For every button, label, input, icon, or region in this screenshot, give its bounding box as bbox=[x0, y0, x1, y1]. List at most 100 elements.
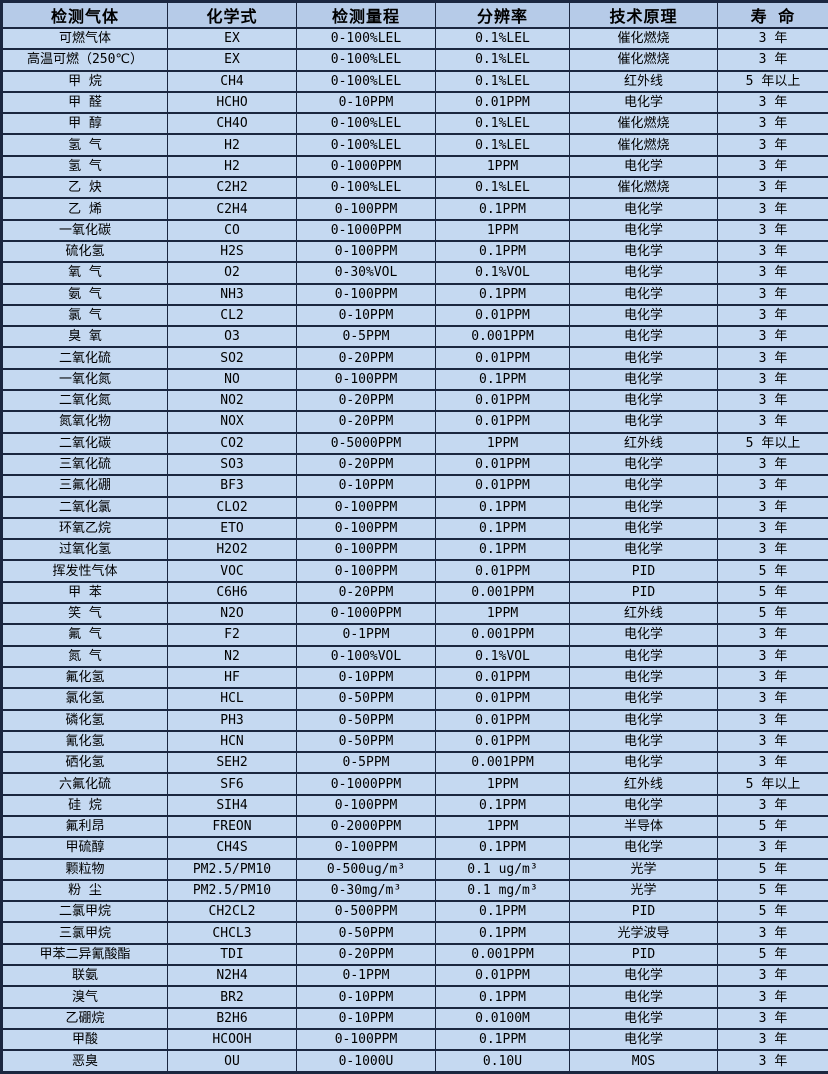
cell-lifespan: 3 年 bbox=[717, 964, 828, 988]
cell-resolution: 0.1PPM bbox=[435, 197, 570, 221]
cell-technical-principle: 电化学 bbox=[569, 367, 718, 392]
cell-detection-range: 0-100PPM bbox=[296, 367, 436, 392]
cell-resolution: 0.01PPM bbox=[435, 90, 570, 115]
cell-chemical-formula: PM2.5/PM10 bbox=[167, 857, 297, 881]
table-row: 氨 气 NH3 0-100PPM 0.1PPM 电化学 3 年 bbox=[1, 282, 828, 306]
cell-chemical-formula: HCN bbox=[167, 729, 297, 754]
cell-detection-range: 0-5PPM bbox=[296, 325, 436, 349]
cell-technical-principle: 电化学 bbox=[569, 644, 718, 668]
cell-gas-name: 三氯甲烷 bbox=[1, 921, 168, 945]
cell-chemical-formula: CH4S bbox=[167, 836, 297, 860]
cell-chemical-formula: VOC bbox=[167, 559, 297, 583]
cell-gas-name: 甲 醇 bbox=[1, 112, 168, 136]
cell-lifespan: 5 年以上 bbox=[717, 431, 828, 455]
cell-detection-range: 0-1000PPM bbox=[296, 218, 436, 242]
cell-resolution: 0.1%LEL bbox=[435, 26, 570, 51]
cell-detection-range: 0-100%LEL bbox=[296, 176, 436, 200]
cell-chemical-formula: NO2 bbox=[167, 389, 297, 413]
cell-gas-name: 笑 气 bbox=[1, 602, 168, 626]
table-row: 氯化氢 HCL 0-50PPM 0.01PPM 电化学 3 年 bbox=[1, 687, 828, 711]
col-header-lifespan: 寿 命 bbox=[717, 0, 828, 29]
cell-lifespan: 3 年 bbox=[717, 261, 828, 285]
cell-lifespan: 3 年 bbox=[717, 495, 828, 519]
cell-technical-principle: 电化学 bbox=[569, 964, 718, 988]
cell-lifespan: 3 年 bbox=[717, 623, 828, 647]
cell-technical-principle: 光学 bbox=[569, 878, 718, 903]
cell-chemical-formula: HCL bbox=[167, 687, 297, 711]
cell-technical-principle: 光学波导 bbox=[569, 921, 718, 945]
cell-lifespan: 5 年 bbox=[717, 602, 828, 626]
cell-detection-range: 0-100%LEL bbox=[296, 69, 436, 93]
cell-chemical-formula: CL2 bbox=[167, 303, 297, 328]
cell-detection-range: 0-10PPM bbox=[296, 474, 436, 498]
cell-lifespan: 5 年 bbox=[717, 559, 828, 583]
cell-resolution: 0.001PPM bbox=[435, 942, 570, 967]
cell-chemical-formula: H2O2 bbox=[167, 538, 297, 562]
cell-lifespan: 3 年 bbox=[717, 751, 828, 775]
cell-resolution: 0.1PPM bbox=[435, 1027, 570, 1052]
cell-resolution: 0.1PPM bbox=[435, 282, 570, 306]
cell-lifespan: 5 年 bbox=[717, 814, 828, 839]
table-row: 硅 烷 SIH4 0-100PPM 0.1PPM 电化学 3 年 bbox=[1, 793, 828, 817]
cell-lifespan: 5 年 bbox=[717, 580, 828, 605]
cell-gas-name: 二氧化碳 bbox=[1, 431, 168, 455]
cell-gas-name: 二氯甲烷 bbox=[1, 900, 168, 924]
cell-chemical-formula: C6H6 bbox=[167, 580, 297, 605]
table-row: 过氧化氢 H2O2 0-100PPM 0.1PPM 电化学 3 年 bbox=[1, 538, 828, 562]
cell-lifespan: 3 年 bbox=[717, 708, 828, 732]
cell-detection-range: 0-100PPM bbox=[296, 1027, 436, 1052]
cell-gas-name: 氟 气 bbox=[1, 623, 168, 647]
cell-lifespan: 5 年 bbox=[717, 878, 828, 903]
cell-chemical-formula: N2O bbox=[167, 602, 297, 626]
cell-gas-name: 乙 炔 bbox=[1, 176, 168, 200]
table-row: 粉 尘 PM2.5/PM10 0-30mg/m³ 0.1 mg/m³ 光学 5 年 bbox=[1, 878, 828, 903]
cell-technical-principle: 电化学 bbox=[569, 346, 718, 370]
cell-detection-range: 0-500ug/m³ bbox=[296, 857, 436, 881]
cell-chemical-formula: CHCL3 bbox=[167, 921, 297, 945]
cell-chemical-formula: NO bbox=[167, 367, 297, 392]
cell-technical-principle: 电化学 bbox=[569, 665, 718, 690]
cell-lifespan: 3 年 bbox=[717, 452, 828, 477]
cell-gas-name: 氮 气 bbox=[1, 644, 168, 668]
cell-technical-principle: 电化学 bbox=[569, 751, 718, 775]
cell-lifespan: 3 年 bbox=[717, 133, 828, 157]
table-row: 二氧化碳 CO2 0-5000PPM 1PPM 红外线 5 年以上 bbox=[1, 431, 828, 455]
cell-resolution: 0.1 mg/m³ bbox=[435, 878, 570, 903]
cell-resolution: 0.1PPM bbox=[435, 836, 570, 860]
cell-resolution: 0.01PPM bbox=[435, 964, 570, 988]
cell-technical-principle: MOS bbox=[569, 1049, 718, 1074]
cell-gas-name: 氧 气 bbox=[1, 261, 168, 285]
cell-lifespan: 5 年 bbox=[717, 942, 828, 967]
cell-gas-name: 高温可燃（250℃） bbox=[1, 48, 168, 72]
cell-technical-principle: 催化燃烧 bbox=[569, 26, 718, 51]
cell-detection-range: 0-50PPM bbox=[296, 708, 436, 732]
cell-chemical-formula: C2H4 bbox=[167, 197, 297, 221]
cell-resolution: 0.10U bbox=[435, 1049, 570, 1074]
table-row: 溴气 BR2 0-10PPM 0.1PPM 电化学 3 年 bbox=[1, 985, 828, 1009]
cell-gas-name: 氯 气 bbox=[1, 303, 168, 328]
cell-chemical-formula: O3 bbox=[167, 325, 297, 349]
cell-lifespan: 3 年 bbox=[717, 793, 828, 817]
cell-detection-range: 0-100PPM bbox=[296, 516, 436, 541]
cell-chemical-formula: HCHO bbox=[167, 90, 297, 115]
cell-technical-principle: 电化学 bbox=[569, 303, 718, 328]
cell-chemical-formula: TDI bbox=[167, 942, 297, 967]
cell-gas-name: 甲 烷 bbox=[1, 69, 168, 93]
cell-detection-range: 0-100%LEL bbox=[296, 26, 436, 51]
table-body: 可燃气体 EX 0-100%LEL 0.1%LEL 催化燃烧 3 年高温可燃（250℃） E… bbox=[1, 26, 828, 1074]
cell-resolution: 1PPM bbox=[435, 431, 570, 455]
cell-lifespan: 3 年 bbox=[717, 197, 828, 221]
cell-resolution: 0.0100M bbox=[435, 1006, 570, 1030]
cell-chemical-formula: HF bbox=[167, 665, 297, 690]
cell-technical-principle: 红外线 bbox=[569, 431, 718, 455]
cell-technical-principle: 电化学 bbox=[569, 261, 718, 285]
cell-technical-principle: 催化燃烧 bbox=[569, 48, 718, 72]
cell-gas-name: 氢 气 bbox=[1, 154, 168, 179]
cell-resolution: 0.01PPM bbox=[435, 452, 570, 477]
cell-gas-name: 磷化氢 bbox=[1, 708, 168, 732]
cell-chemical-formula: CH4 bbox=[167, 69, 297, 93]
cell-detection-range: 0-10PPM bbox=[296, 665, 436, 690]
cell-resolution: 0.01PPM bbox=[435, 559, 570, 583]
cell-lifespan: 3 年 bbox=[717, 239, 828, 264]
cell-detection-range: 0-100PPM bbox=[296, 538, 436, 562]
